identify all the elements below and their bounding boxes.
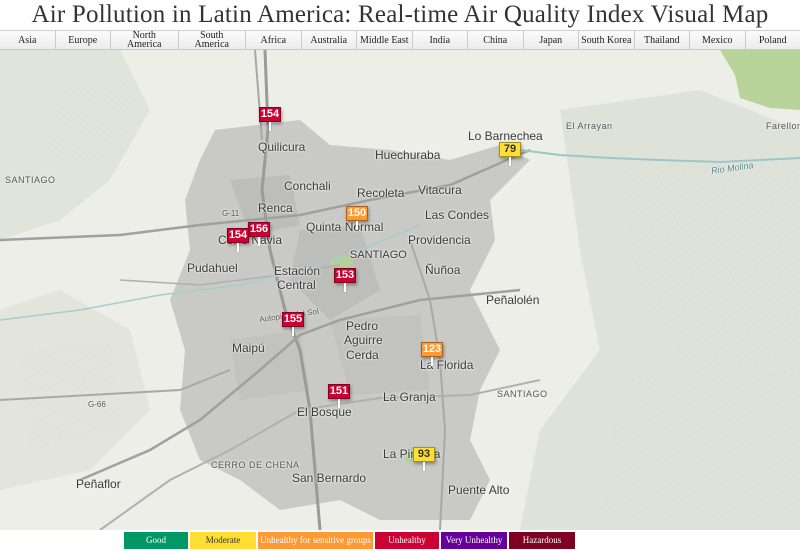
tab-south-korea[interactable]: South Korea (579, 31, 635, 49)
place-label: Recoleta (357, 186, 405, 200)
aqi-value: 79 (499, 142, 521, 157)
legend-very-unhealthy[interactable]: Very Unhealthy (441, 532, 507, 549)
place-label: Conchali (284, 179, 331, 193)
aqi-value: 93 (413, 447, 435, 462)
aqi-station-marker[interactable]: 93 (413, 447, 435, 471)
air-quality-map[interactable]: Quilicura Huechuraba Lo Barnechea El Arr… (0, 50, 800, 530)
place-label: Pedro (346, 319, 379, 333)
place-label: Maipú (232, 341, 265, 355)
region-tabs: Asia Europe North America South America … (0, 30, 800, 50)
aqi-station-marker[interactable]: 79 (499, 142, 521, 166)
tab-india[interactable]: India (412, 31, 468, 49)
aqi-value: 153 (334, 268, 356, 283)
place-label: El Arrayan (566, 121, 613, 131)
aqi-value: 151 (328, 384, 350, 399)
tab-japan[interactable]: Japan (523, 31, 579, 49)
legend-moderate[interactable]: Moderate (190, 532, 256, 549)
aqi-station-marker[interactable]: 154 (227, 228, 249, 252)
aqi-station-marker[interactable]: 156 (248, 222, 270, 246)
place-label: Las Condes (425, 208, 490, 222)
place-label: SANTIAGO (497, 389, 548, 399)
aqi-value: 154 (227, 228, 249, 243)
place-label: Farellon (766, 121, 800, 131)
place-label: Ñuñoa (425, 263, 461, 277)
tab-africa[interactable]: Africa (246, 31, 302, 49)
aqi-station-marker[interactable]: 150 (346, 206, 368, 230)
place-label: Pudahuel (187, 261, 238, 275)
tab-north-america[interactable]: North America (111, 31, 179, 50)
legend-unhealthy[interactable]: Unhealthy (375, 532, 439, 549)
aqi-value: 123 (421, 342, 443, 357)
aqi-value: 150 (346, 206, 368, 221)
tab-australia[interactable]: Australia (301, 31, 357, 49)
aqi-value: 155 (282, 312, 304, 327)
place-label: Peñaflor (76, 477, 121, 491)
tab-mexico[interactable]: Mexico (690, 31, 746, 49)
map-terrain (0, 50, 800, 530)
aqi-station-marker[interactable]: 154 (259, 107, 281, 131)
aqi-value: 156 (248, 222, 270, 237)
place-label: Huechuraba (375, 148, 441, 162)
legend-hazardous[interactable]: Hazardous (509, 532, 575, 549)
aqi-station-marker[interactable]: 151 (328, 384, 350, 408)
place-label: El Bosque (297, 405, 352, 419)
legend-good[interactable]: Good (124, 532, 188, 549)
tab-thailand[interactable]: Thailand (634, 31, 690, 49)
aqi-station-marker[interactable]: 153 (334, 268, 356, 292)
place-label: Providencia (408, 233, 471, 247)
place-label: San Bernardo (292, 471, 367, 485)
place-label: SANTIAGO (5, 175, 56, 185)
place-label: Cerda (346, 348, 379, 362)
tab-south-america[interactable]: South America (178, 31, 246, 50)
place-label: SANTIAGO (350, 249, 407, 261)
road-label: G-66 (88, 400, 106, 409)
aqi-value: 154 (259, 107, 281, 122)
tab-poland[interactable]: Poland (745, 31, 800, 49)
place-label: CERRO DE CHENA (211, 460, 300, 470)
aqi-station-marker[interactable]: 123 (421, 342, 443, 366)
place-label: Aguirre (344, 333, 383, 347)
place-label: Quilicura (258, 140, 306, 154)
tab-middle-east[interactable]: Middle East (357, 31, 413, 49)
place-label: Quinta Normal (306, 220, 384, 234)
place-label: Central (277, 278, 316, 292)
tab-china[interactable]: China (468, 31, 524, 49)
aqi-station-marker[interactable]: 155 (282, 312, 304, 336)
place-label: Lo Barnechea (468, 129, 543, 143)
place-label: Vitacura (418, 183, 462, 197)
aqi-legend: Good Moderate Unhealthy for sensitive gr… (0, 530, 800, 551)
road-label: G-11 (222, 209, 240, 218)
place-label: La Granja (383, 390, 436, 404)
place-label: Peñalolén (486, 293, 540, 307)
place-label: Renca (258, 201, 293, 215)
place-label: La Florida (420, 358, 474, 372)
tab-asia[interactable]: Asia (0, 31, 56, 49)
tab-europe[interactable]: Europe (55, 31, 111, 49)
legend-unhealthy-sensitive[interactable]: Unhealthy for sensitive groups (258, 532, 373, 549)
place-label: Estación (274, 264, 321, 278)
place-label: Puente Alto (448, 483, 510, 497)
page-title: Air Pollution in Latin America: Real-tim… (31, 1, 769, 28)
